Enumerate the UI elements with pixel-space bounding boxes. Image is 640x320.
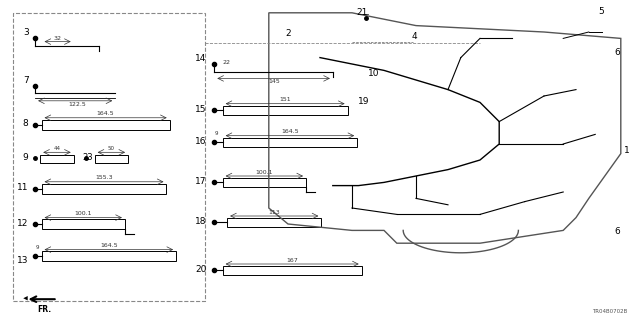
Text: 19: 19 bbox=[358, 97, 370, 106]
Text: 100.1: 100.1 bbox=[74, 211, 92, 216]
Text: 1: 1 bbox=[624, 146, 630, 155]
Bar bbox=[223, 106, 348, 115]
Text: 113: 113 bbox=[268, 210, 280, 215]
Text: 7: 7 bbox=[23, 76, 29, 85]
Text: TR04B0702B: TR04B0702B bbox=[592, 308, 627, 314]
Text: 8: 8 bbox=[22, 119, 28, 128]
Text: 5: 5 bbox=[599, 7, 604, 16]
Text: 145: 145 bbox=[268, 79, 280, 84]
Bar bbox=[227, 218, 321, 227]
Text: FR.: FR. bbox=[38, 305, 52, 314]
Text: 23: 23 bbox=[82, 153, 93, 162]
Text: 164.5: 164.5 bbox=[100, 243, 118, 248]
Text: 13: 13 bbox=[17, 256, 28, 265]
Text: 6: 6 bbox=[614, 48, 620, 57]
Text: 21: 21 bbox=[356, 8, 367, 17]
Bar bbox=[42, 184, 166, 194]
Text: 11: 11 bbox=[17, 183, 28, 192]
Text: 164.5: 164.5 bbox=[97, 111, 115, 116]
Text: 17: 17 bbox=[195, 177, 207, 186]
Text: 164.5: 164.5 bbox=[281, 129, 299, 134]
Bar bbox=[223, 178, 306, 187]
Text: 50: 50 bbox=[108, 146, 115, 151]
Text: 32: 32 bbox=[54, 36, 61, 41]
Text: 9: 9 bbox=[22, 153, 28, 162]
Text: 44: 44 bbox=[54, 146, 60, 151]
Text: 122.5: 122.5 bbox=[68, 102, 86, 107]
Bar bbox=[95, 155, 128, 163]
Text: 151: 151 bbox=[280, 97, 291, 102]
Text: 12: 12 bbox=[17, 219, 28, 228]
Text: 18: 18 bbox=[195, 217, 207, 226]
Bar bbox=[223, 266, 362, 275]
Text: 16: 16 bbox=[195, 137, 207, 146]
Text: 3: 3 bbox=[23, 28, 29, 37]
Text: 167: 167 bbox=[286, 258, 298, 263]
Text: 155.3: 155.3 bbox=[95, 175, 113, 180]
Bar bbox=[40, 155, 74, 163]
Text: 15: 15 bbox=[195, 105, 207, 114]
Bar bbox=[42, 120, 170, 130]
Text: 100.1: 100.1 bbox=[255, 170, 273, 175]
Bar bbox=[42, 251, 176, 261]
Text: 9: 9 bbox=[35, 245, 38, 250]
Text: 2: 2 bbox=[285, 29, 291, 38]
Text: 22: 22 bbox=[223, 60, 230, 65]
Bar bbox=[223, 138, 357, 147]
Bar bbox=[42, 219, 125, 229]
Text: 14: 14 bbox=[195, 54, 207, 63]
Text: 6: 6 bbox=[614, 228, 620, 236]
Text: 10: 10 bbox=[368, 69, 380, 78]
Text: 9: 9 bbox=[214, 131, 218, 136]
Text: 20: 20 bbox=[195, 265, 207, 274]
Text: 4: 4 bbox=[412, 32, 417, 41]
Bar bbox=[13, 13, 205, 301]
